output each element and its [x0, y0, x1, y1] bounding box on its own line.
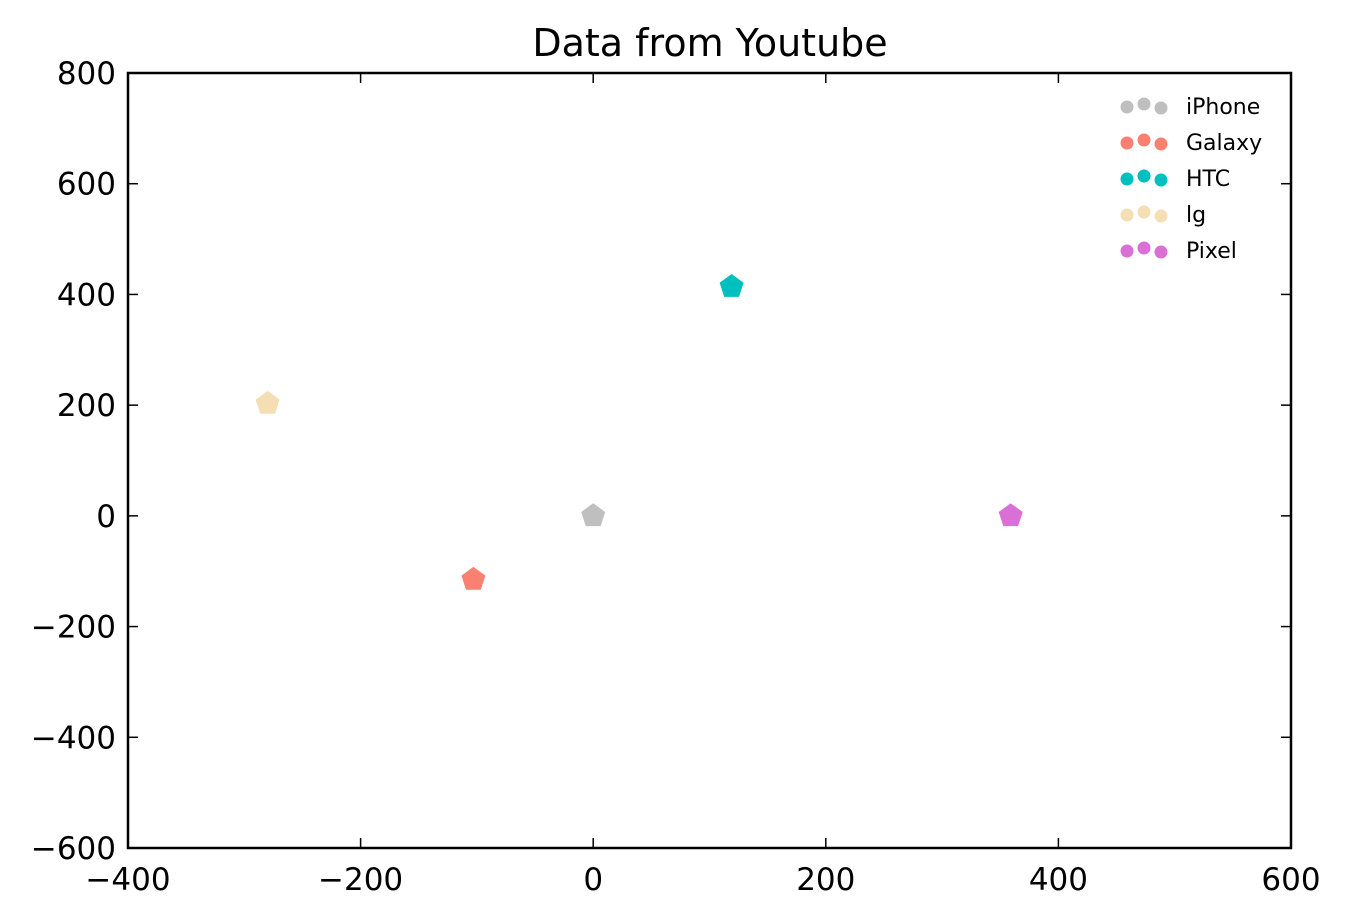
legend-marker — [1154, 137, 1168, 151]
data-point-htc — [719, 274, 744, 297]
legend-marker — [1120, 208, 1134, 222]
y-tick-label: 0 — [96, 499, 116, 535]
legend-marker — [1137, 97, 1151, 111]
x-tick-label: −400 — [85, 862, 170, 898]
y-tick-label: 600 — [57, 167, 116, 203]
legend-label: lg — [1186, 203, 1206, 228]
chart-title: Data from Youtube — [532, 21, 887, 65]
plot-area — [126, 71, 1293, 850]
x-tick-label: 600 — [1261, 862, 1320, 898]
legend-marker — [1154, 101, 1168, 115]
legend-label: HTC — [1186, 167, 1230, 192]
x-tick-labels: −400 −200 0 200 400 600 — [85, 862, 1320, 898]
legend-label: iPhone — [1186, 95, 1260, 120]
y-tick-label: 200 — [57, 388, 116, 424]
legend-marker — [1154, 209, 1168, 223]
legend-item-lg: lg — [1120, 203, 1206, 228]
x-tick-label: 400 — [1029, 862, 1088, 898]
legend-marker — [1154, 173, 1168, 187]
legend-item-pixel: Pixel — [1120, 239, 1237, 264]
legend-marker — [1120, 244, 1134, 258]
legend-marker — [1137, 241, 1151, 255]
legend-marker — [1120, 100, 1134, 114]
data-points — [255, 274, 1023, 590]
x-tick-label: −200 — [318, 862, 403, 898]
legend-item-galaxy: Galaxy — [1120, 131, 1262, 156]
y-tick-label: −200 — [31, 610, 116, 646]
axis-ticks — [127, 72, 1292, 849]
legend-item-iphone: iPhone — [1120, 95, 1260, 120]
legend-marker — [1120, 172, 1134, 186]
legend-marker — [1137, 169, 1151, 183]
data-point-pixel — [998, 503, 1023, 527]
legend-label: Galaxy — [1186, 131, 1262, 156]
x-tick-label: 0 — [583, 862, 603, 898]
data-point-galaxy — [461, 566, 486, 590]
legend-label: Pixel — [1186, 239, 1237, 264]
y-tick-label: 800 — [57, 56, 116, 92]
y-tick-label: 400 — [57, 277, 116, 313]
data-point-lg — [255, 390, 280, 414]
legend-marker — [1120, 136, 1134, 150]
legend: iPhone Galaxy HTC lg Pixel — [1120, 95, 1262, 264]
y-tick-labels: 800 600 400 200 0 −200 −400 −600 — [31, 56, 116, 867]
y-tick-label: −600 — [31, 831, 116, 867]
legend-marker — [1137, 205, 1151, 219]
legend-marker — [1137, 133, 1151, 147]
x-tick-label: 200 — [796, 862, 855, 898]
data-point-iphone — [581, 503, 606, 527]
legend-marker — [1154, 245, 1168, 259]
legend-item-htc: HTC — [1120, 167, 1230, 192]
y-tick-label: −400 — [31, 720, 116, 756]
